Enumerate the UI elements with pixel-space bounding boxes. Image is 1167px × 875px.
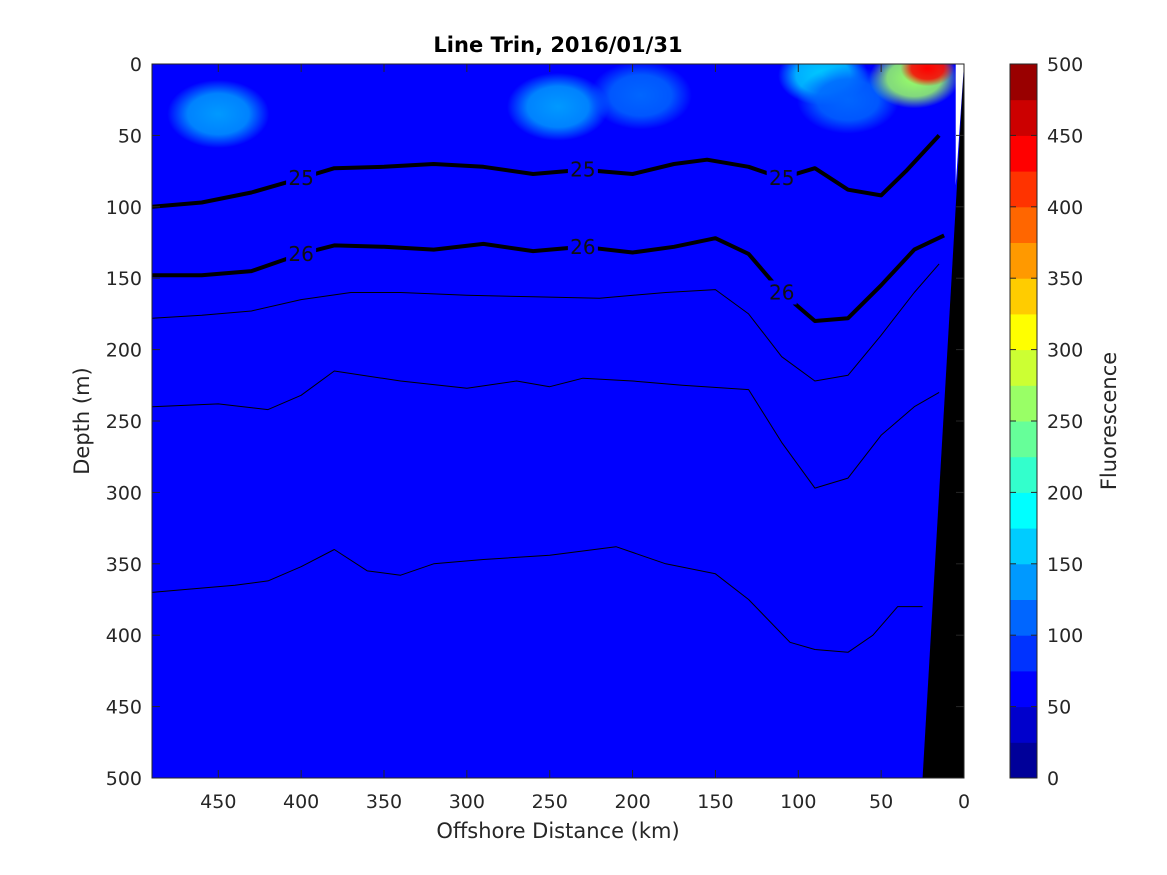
contour-label: 26 xyxy=(288,242,313,266)
x-tick-label: 300 xyxy=(449,791,485,813)
colorbar-segment xyxy=(1010,670,1037,708)
colorbar-segment xyxy=(1010,635,1037,672)
x-tick-label: 450 xyxy=(200,791,236,813)
colorbar-segment xyxy=(1010,528,1037,565)
contour-label-gap xyxy=(766,166,797,191)
colorbar-segment xyxy=(1010,742,1037,779)
contour-label: 26 xyxy=(769,281,794,305)
colorbar-segment xyxy=(1010,456,1037,493)
y-tick-label: 500 xyxy=(106,768,142,790)
density-contour xyxy=(152,546,923,653)
x-tick-label: 400 xyxy=(283,791,319,813)
contour-label: 26 xyxy=(570,235,595,259)
contour-label-gap xyxy=(567,234,598,259)
colorbar-segment xyxy=(1010,349,1037,386)
x-tick-label: 250 xyxy=(532,791,568,813)
colorbar-tick-label: 300 xyxy=(1047,340,1083,362)
colorbar-segment xyxy=(1010,99,1037,136)
y-tick-label: 350 xyxy=(106,554,142,576)
colorbar-segment xyxy=(1010,278,1037,315)
fluorescence-patches xyxy=(167,64,960,148)
density-contour xyxy=(152,370,940,489)
colorbar-tick-label: 200 xyxy=(1047,482,1083,504)
colorbar-segment xyxy=(1010,135,1037,172)
y-tick-label: 450 xyxy=(106,697,142,719)
x-tick-label: 150 xyxy=(697,791,733,813)
colorbar-tick-label: 350 xyxy=(1047,268,1083,290)
y-tick-label: 400 xyxy=(106,625,142,647)
contour-label: 25 xyxy=(769,166,794,190)
colorbar-segment xyxy=(1010,171,1037,208)
x-tick-label: 350 xyxy=(366,791,402,813)
contour-label-gap xyxy=(286,241,317,266)
colorbar: 0 50 100 150 200 250 300 350 400 450 500 xyxy=(1009,54,1083,790)
x-tick-label: 50 xyxy=(869,791,893,813)
x-tick-label: 200 xyxy=(614,791,650,813)
plot-area: 25 25 25 26 26 26 xyxy=(151,63,965,779)
no-data-region xyxy=(955,64,964,186)
y-tick-label: 200 xyxy=(106,340,142,362)
y-axis: 0 50 100 150 200 250 300 350 400 450 500 xyxy=(106,54,964,790)
colorbar-tick-label: 400 xyxy=(1047,197,1083,219)
y-tick-label: 150 xyxy=(106,268,142,290)
contour-label-gap xyxy=(766,280,797,305)
colorbar-tick-label: 450 xyxy=(1047,125,1083,147)
colorbar-segment xyxy=(1010,313,1037,351)
contour-labels: 25 25 25 26 26 26 xyxy=(286,157,797,305)
colorbar-label: Fluorescence xyxy=(1097,352,1121,490)
colorbar-segment xyxy=(1010,64,1037,101)
fluorescence-patch xyxy=(900,64,955,87)
density-contour xyxy=(152,263,940,382)
contour-label-gap xyxy=(286,166,317,191)
y-tick-label: 250 xyxy=(106,411,142,433)
y-tick-label: 300 xyxy=(106,482,142,504)
x-axis-label: Offshore Distance (km) xyxy=(436,819,679,843)
seafloor-mask xyxy=(922,64,964,778)
x-axis: 450 400 350 300 250 200 150 100 50 0 xyxy=(200,64,970,813)
bathymetry-mask xyxy=(922,64,964,778)
colorbar-segment xyxy=(1010,492,1037,529)
colorbar-tick-label: 250 xyxy=(1047,411,1083,433)
y-tick-label: 0 xyxy=(130,54,142,76)
y-tick-label: 50 xyxy=(118,125,142,147)
colorbar-segment xyxy=(1010,421,1037,458)
contour-label: 25 xyxy=(288,166,313,190)
x-tick-label: 0 xyxy=(958,791,970,813)
fluorescence-patch xyxy=(167,80,270,148)
colorbar-segment xyxy=(1010,706,1037,743)
colorbar-segment xyxy=(1010,206,1037,243)
x-tick-label: 100 xyxy=(780,791,816,813)
colorbar-segment xyxy=(1010,563,1037,600)
contour-label-gap xyxy=(567,157,598,182)
y-tick-label: 100 xyxy=(106,197,142,219)
colorbar-segment xyxy=(1010,385,1037,422)
colorbar-tick-label: 50 xyxy=(1047,697,1071,719)
colorbar-tick-label: 500 xyxy=(1047,54,1083,76)
colorbar-tick-label: 100 xyxy=(1047,625,1083,647)
y-axis-label: Depth (m) xyxy=(70,367,94,474)
colorbar-segment xyxy=(1010,599,1037,636)
fluorescence-patch xyxy=(589,64,692,130)
colorbar-segment xyxy=(1010,242,1037,279)
fluorescence-patch xyxy=(507,72,609,141)
colorbar-tick-label: 0 xyxy=(1047,768,1059,790)
chart-title: Line Trin, 2016/01/31 xyxy=(433,33,682,57)
contour-label: 25 xyxy=(570,158,595,182)
colorbar-tick-label: 150 xyxy=(1047,554,1083,576)
